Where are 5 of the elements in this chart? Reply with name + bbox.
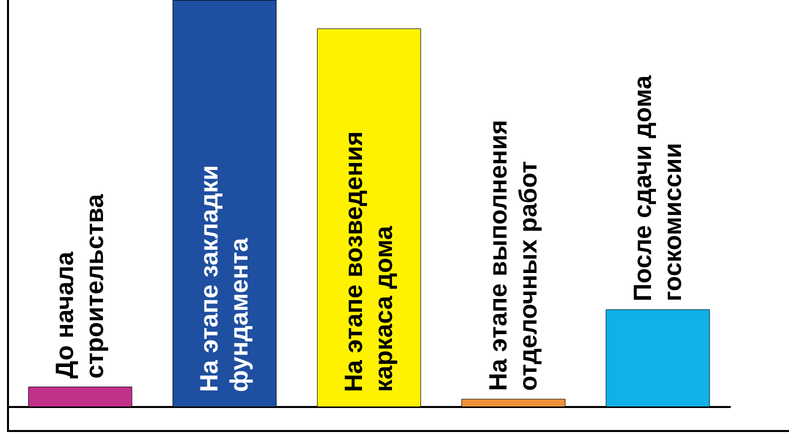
x-tick-label: На этапе возведения каркаса дома <box>340 131 398 392</box>
x-tick-label: До начала строительства <box>51 193 110 379</box>
x-tick-label: После сдачи дома госкомиссии <box>628 74 687 302</box>
x-tick-label: На этапе закладки фундамента <box>196 165 254 392</box>
x-tick-label: На этапе выполнения отделочных работ <box>484 120 542 391</box>
